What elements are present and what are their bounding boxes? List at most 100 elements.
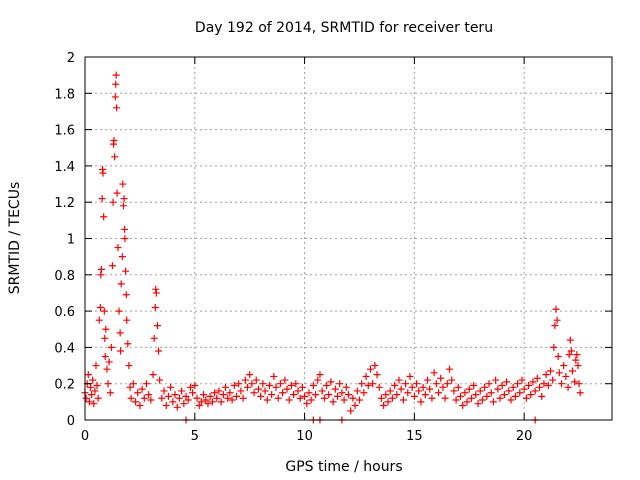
- data-point: [153, 322, 161, 330]
- data-point: [95, 316, 103, 324]
- data-point: [318, 387, 326, 395]
- data-point: [316, 371, 324, 379]
- data-point: [520, 385, 528, 393]
- data-point: [454, 383, 462, 391]
- data-point: [115, 307, 123, 315]
- data-point: [129, 380, 137, 388]
- data-point: [158, 394, 166, 402]
- data-point: [441, 394, 449, 402]
- data-point: [296, 394, 304, 402]
- data-point: [435, 389, 443, 397]
- data-point: [463, 398, 471, 406]
- data-point: [465, 385, 473, 393]
- data-point: [125, 362, 133, 370]
- data-point: [92, 362, 100, 370]
- data-point: [96, 303, 104, 311]
- data-point: [126, 383, 134, 391]
- data-point: [395, 376, 403, 384]
- data-point: [226, 389, 234, 397]
- data-point: [94, 394, 102, 402]
- data-point: [312, 391, 320, 399]
- data-point: [305, 389, 313, 397]
- data-point: [574, 362, 582, 370]
- data-point: [110, 136, 118, 144]
- data-point: [511, 392, 519, 400]
- data-point: [182, 392, 190, 400]
- data-point: [467, 394, 475, 402]
- data-point: [169, 398, 177, 406]
- data-point: [298, 383, 306, 391]
- data-point: [208, 398, 216, 406]
- data-point: [90, 400, 98, 408]
- data-point: [557, 380, 565, 388]
- data-point: [268, 391, 276, 399]
- data-point: [233, 392, 241, 400]
- data-point: [156, 376, 164, 384]
- data-point: [180, 400, 188, 408]
- data-point: [450, 387, 458, 395]
- data-point: [152, 285, 160, 293]
- grid-lines: [85, 57, 612, 420]
- data-point: [120, 195, 128, 203]
- data-point: [113, 189, 121, 197]
- data-point: [204, 400, 212, 408]
- data-point: [235, 380, 243, 388]
- data-point: [408, 383, 416, 391]
- data-point: [274, 394, 282, 402]
- data-point: [542, 371, 550, 379]
- data-point: [314, 376, 322, 384]
- data-point: [178, 387, 186, 395]
- data-point: [552, 305, 560, 313]
- data-point: [576, 389, 584, 397]
- data-point: [397, 385, 405, 393]
- data-point: [132, 398, 140, 406]
- data-point: [342, 383, 350, 391]
- data-point: [507, 396, 515, 404]
- data-point: [108, 262, 116, 270]
- data-point: [224, 394, 232, 402]
- data-point: [239, 394, 247, 402]
- data-point: [147, 396, 155, 404]
- data-point: [285, 396, 293, 404]
- data-point: [279, 389, 287, 397]
- data-point: [112, 80, 120, 88]
- data-point: [498, 382, 506, 390]
- data-point: [287, 382, 295, 390]
- data-point: [99, 169, 107, 177]
- data-point: [527, 391, 535, 399]
- data-point: [272, 383, 280, 391]
- data-point: [270, 372, 278, 380]
- x-axis-label: GPS time / hours: [285, 459, 402, 475]
- data-point: [323, 382, 331, 390]
- data-point: [114, 244, 122, 252]
- data-point: [553, 316, 561, 324]
- data-point: [362, 372, 370, 380]
- data-point: [522, 394, 530, 402]
- data-point: [123, 316, 131, 324]
- data-point: [102, 325, 110, 333]
- data-point: [89, 376, 97, 384]
- data-point: [516, 389, 524, 397]
- data-point: [97, 265, 105, 273]
- data-point: [309, 382, 317, 390]
- y-tick-label: 0.6: [54, 305, 75, 320]
- y-tick-label: 1.8: [54, 87, 75, 102]
- data-point: [206, 392, 214, 400]
- y-tick-label: 1.4: [54, 160, 75, 175]
- data-point: [509, 383, 517, 391]
- data-point: [200, 391, 208, 399]
- data-point: [503, 378, 511, 386]
- data-point: [138, 385, 146, 393]
- data-point: [307, 396, 315, 404]
- data-point: [334, 392, 342, 400]
- data-point: [428, 394, 436, 402]
- data-point: [358, 380, 366, 388]
- data-point: [426, 385, 434, 393]
- data-point: [88, 391, 96, 399]
- data-point: [254, 385, 262, 393]
- data-point: [265, 382, 273, 390]
- data-point: [85, 398, 93, 406]
- data-point: [149, 371, 157, 379]
- data-point: [259, 380, 267, 388]
- data-point: [382, 391, 390, 399]
